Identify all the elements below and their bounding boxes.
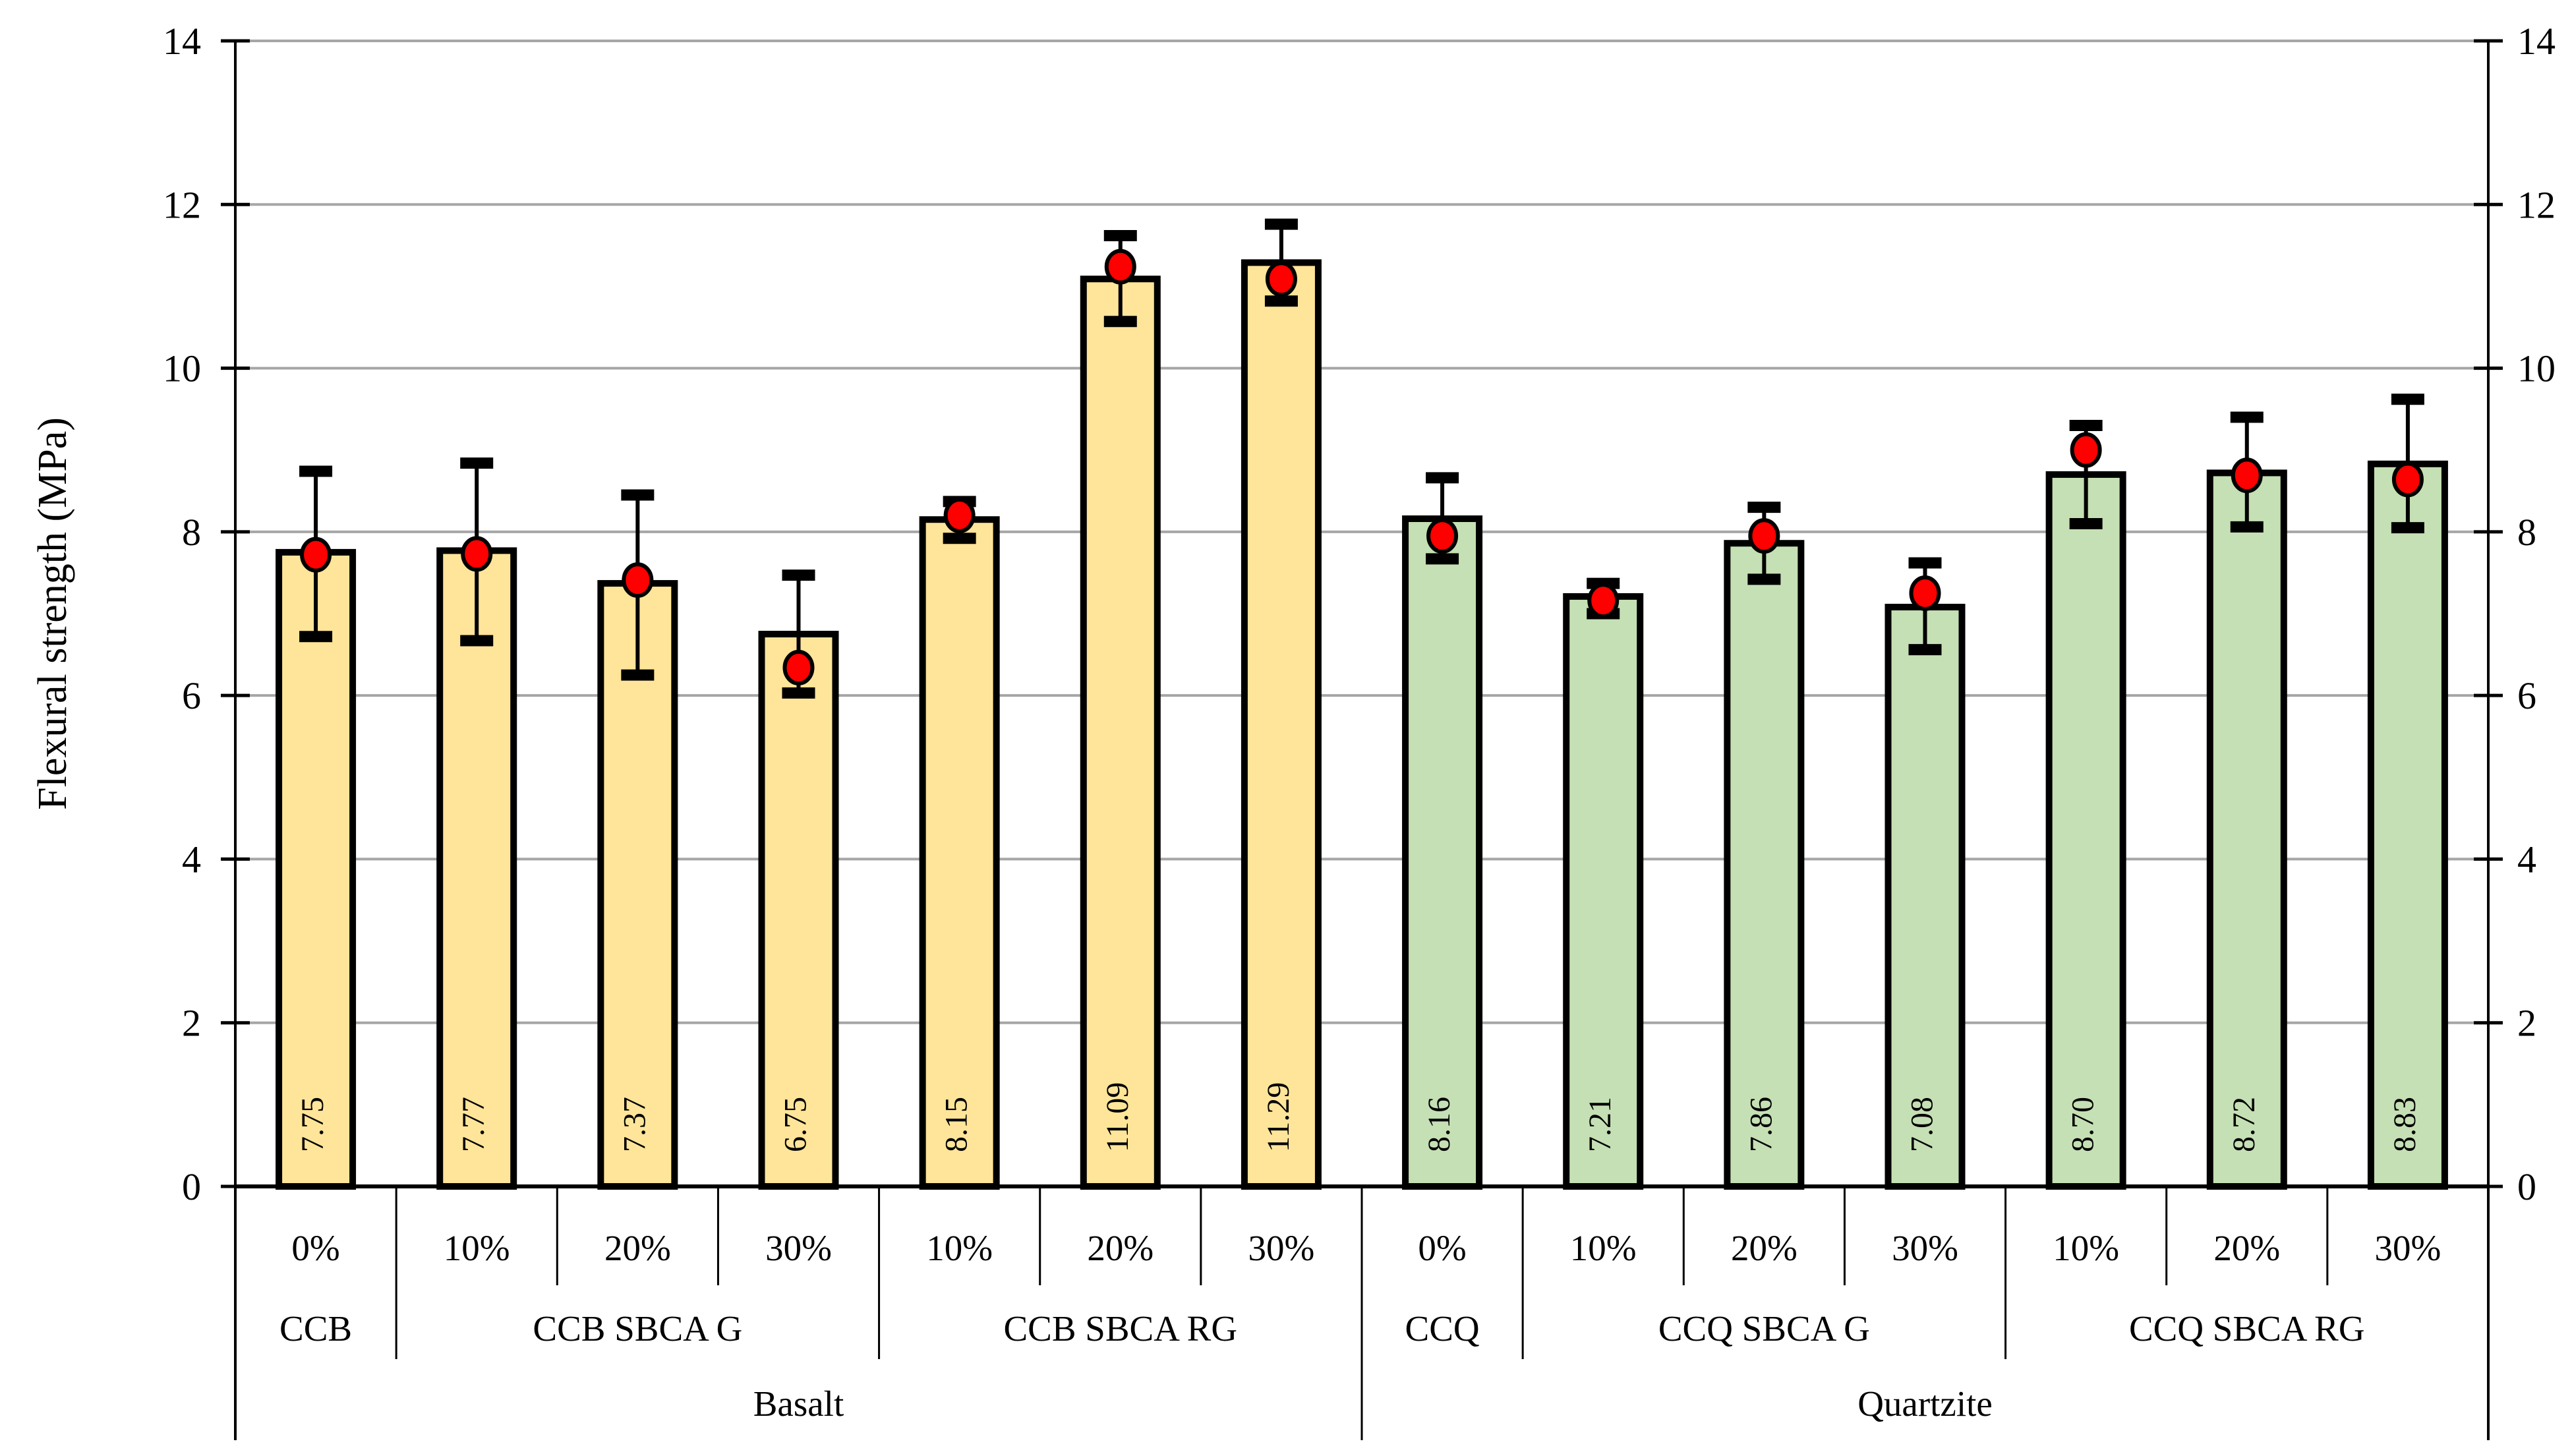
y-tick-label-left: 12 (163, 183, 201, 226)
mean-marker (1748, 518, 1780, 554)
group-label: CCB SBCA G (533, 1308, 742, 1349)
mean-marker (2070, 432, 2102, 468)
mean-marker (1104, 248, 1136, 285)
bar (1241, 259, 1322, 1190)
bar-value-label: 7.77 (456, 1097, 491, 1152)
category-label: 10% (1570, 1228, 1637, 1268)
y-tick-label-left: 10 (163, 347, 201, 390)
mean-marker (2231, 457, 2263, 494)
category-label: 20% (604, 1228, 671, 1268)
mean-marker (1265, 261, 1297, 297)
y-tick-label-left: 14 (163, 20, 201, 63)
mean-marker (2391, 461, 2424, 498)
bar-value-label: 7.86 (1743, 1097, 1778, 1152)
group-label: CCB SBCA RG (1003, 1308, 1237, 1349)
category-label: 30% (1892, 1228, 1958, 1268)
y-tick-label-right: 14 (2517, 20, 2556, 63)
bar (758, 631, 839, 1190)
mean-marker (1587, 583, 1620, 619)
mean-marker (300, 537, 332, 573)
y-tick-label-left: 4 (182, 838, 201, 881)
gridlines-layer (235, 40, 2488, 1024)
labels-layer: 0 0 2 2 4 4 6 6 8 8 10 10 12 12 14 14 0% 10% 20% 30% 10% 20% 3… (163, 20, 2556, 1424)
bar (2045, 471, 2126, 1190)
category-label: 10% (444, 1228, 510, 1268)
category-label: 10% (926, 1228, 993, 1268)
y-tick-label-right: 0 (2517, 1165, 2536, 1208)
y-tick-label-left: 2 (182, 1002, 201, 1045)
axes-layer (221, 39, 2503, 1440)
bar-value-label: 8.15 (939, 1097, 974, 1152)
group-label: CCQ SBCA RG (2129, 1308, 2365, 1349)
bar-value-label: 8.70 (2066, 1097, 2101, 1152)
mean-marker (782, 649, 815, 685)
bar-value-label: 7.08 (1905, 1097, 1940, 1152)
bar-value-label: 8.72 (2227, 1097, 2262, 1152)
y-tick-label-right: 12 (2517, 183, 2556, 226)
bar (2206, 469, 2287, 1190)
category-label: 10% (2053, 1228, 2119, 1268)
bar-value-label: 7.21 (1583, 1097, 1618, 1152)
bar-value-label: 8.83 (2387, 1097, 2422, 1152)
material-label: Quartzite (1857, 1383, 1993, 1424)
bar-value-label: 8.16 (1422, 1097, 1457, 1152)
category-label: 30% (765, 1228, 832, 1268)
y-tick-label-right: 4 (2517, 838, 2536, 881)
mean-marker (461, 536, 493, 572)
category-label: 0% (291, 1228, 339, 1268)
y-tick-label-left: 8 (182, 511, 201, 554)
group-label: CCQ (1405, 1308, 1480, 1349)
category-label: 20% (2213, 1228, 2280, 1268)
bar (1885, 604, 1966, 1190)
bars-layer: 7.75 7.77 7.37 6.75 8.15 11.09 11.29 8.16 7.21 7.… (276, 259, 2448, 1190)
category-label: 30% (1248, 1228, 1315, 1268)
bar (919, 516, 1000, 1190)
bar (597, 580, 678, 1190)
category-label: 0% (1418, 1228, 1466, 1268)
bar (1080, 276, 1161, 1190)
y-tick-label-right: 8 (2517, 511, 2536, 554)
bar-value-label: 7.37 (617, 1097, 652, 1152)
category-label: 20% (1731, 1228, 1797, 1268)
y-tick-label-right: 2 (2517, 1002, 2536, 1045)
error-bars-layer (299, 218, 2424, 699)
mean-marker (1909, 575, 1941, 611)
y-tick-label-left: 0 (182, 1165, 201, 1208)
mean-marker (943, 498, 976, 534)
y-tick-label-right: 10 (2517, 347, 2556, 390)
category-label: 20% (1087, 1228, 1154, 1268)
bar-value-label: 6.75 (778, 1097, 813, 1152)
mean-marker (622, 562, 654, 598)
bar-value-label: 11.29 (1261, 1082, 1296, 1152)
y-tick-label-left: 6 (182, 674, 201, 717)
bar-value-label: 7.75 (295, 1097, 330, 1152)
group-label: CCQ SBCA G (1658, 1308, 1870, 1349)
material-label: Basalt (753, 1383, 844, 1424)
group-label: CCB (279, 1308, 352, 1349)
bar-value-label: 11.09 (1100, 1082, 1135, 1152)
mean-marker (1426, 518, 1459, 554)
y-axis-title: Flexural strength (MPa) (30, 417, 75, 810)
y-tick-label-right: 6 (2517, 674, 2536, 717)
bar (1402, 515, 1483, 1190)
category-label: 30% (2375, 1228, 2441, 1268)
bar (2367, 460, 2448, 1190)
bar (276, 548, 357, 1190)
bar (1724, 540, 1805, 1190)
